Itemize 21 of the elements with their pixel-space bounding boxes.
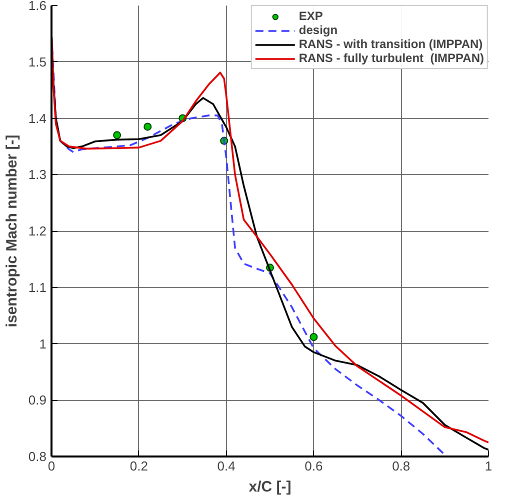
y-tick-label: 0.8 bbox=[28, 449, 47, 464]
y-tick-label: 1.2 bbox=[28, 224, 47, 238]
legend-label: RANS - with transition (IMPPAN) bbox=[298, 37, 483, 51]
y-tick-label: 1.4 bbox=[28, 110, 47, 126]
x-tick-label: 0.2 bbox=[130, 458, 148, 474]
y-tick-label: 0.9 bbox=[28, 392, 47, 408]
x-tick-label: 1 bbox=[484, 458, 492, 474]
y-tick-label: 1 bbox=[39, 336, 47, 352]
y-tick-label: 1.5 bbox=[28, 54, 47, 70]
x-tick-label: 0.6 bbox=[304, 458, 323, 474]
legend-label: design bbox=[298, 23, 338, 37]
y-tick-label: 1.3 bbox=[28, 167, 47, 182]
x-tick-label: 0.4 bbox=[217, 458, 236, 474]
x-tick-label: 0 bbox=[48, 458, 56, 474]
y-tick-label: 1.6 bbox=[28, 0, 47, 13]
x-tick-label: 0.8 bbox=[392, 458, 410, 474]
y-axis-title: isentropic Mach number [-] bbox=[3, 134, 20, 328]
y-tick-label: 1.1 bbox=[28, 280, 47, 295]
legend-label: RANS - fully turbulent (IMPPAN) bbox=[298, 51, 484, 65]
x-axis-title: x/C [-] bbox=[248, 478, 292, 496]
legend-label: EXP bbox=[298, 9, 323, 23]
